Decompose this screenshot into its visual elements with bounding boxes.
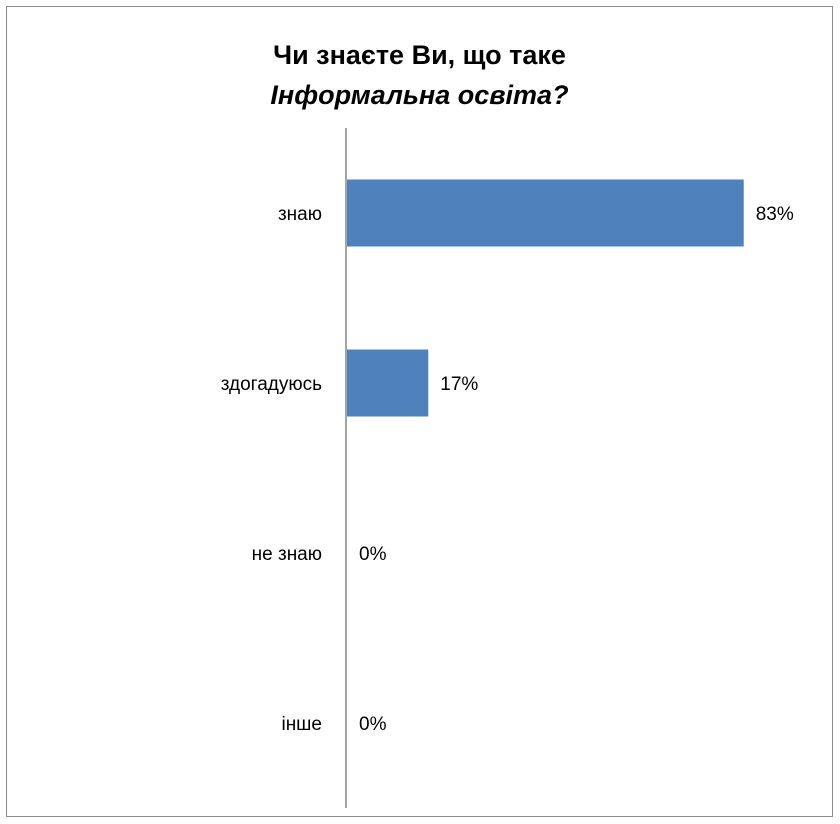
chart-title-line2: Інформальна освіта? [270, 80, 569, 110]
value-label-3: 0% [359, 714, 387, 735]
category-label-1: здогадуюсь [221, 374, 322, 395]
value-label-1: 17% [440, 374, 478, 395]
value-label-0: 83% [756, 204, 794, 225]
category-label-3: інше [281, 714, 322, 735]
value-label-2: 0% [359, 544, 387, 565]
category-label-0: знаю [278, 204, 322, 225]
chart-title: Чи знаєте Ви, що таке Інформальна освіта… [7, 35, 832, 115]
bar-0 [347, 179, 744, 247]
bar-1 [347, 349, 429, 417]
chart-title-line1: Чи знаєте Ви, що таке [273, 40, 566, 70]
category-label-2: не знаю [252, 544, 322, 565]
